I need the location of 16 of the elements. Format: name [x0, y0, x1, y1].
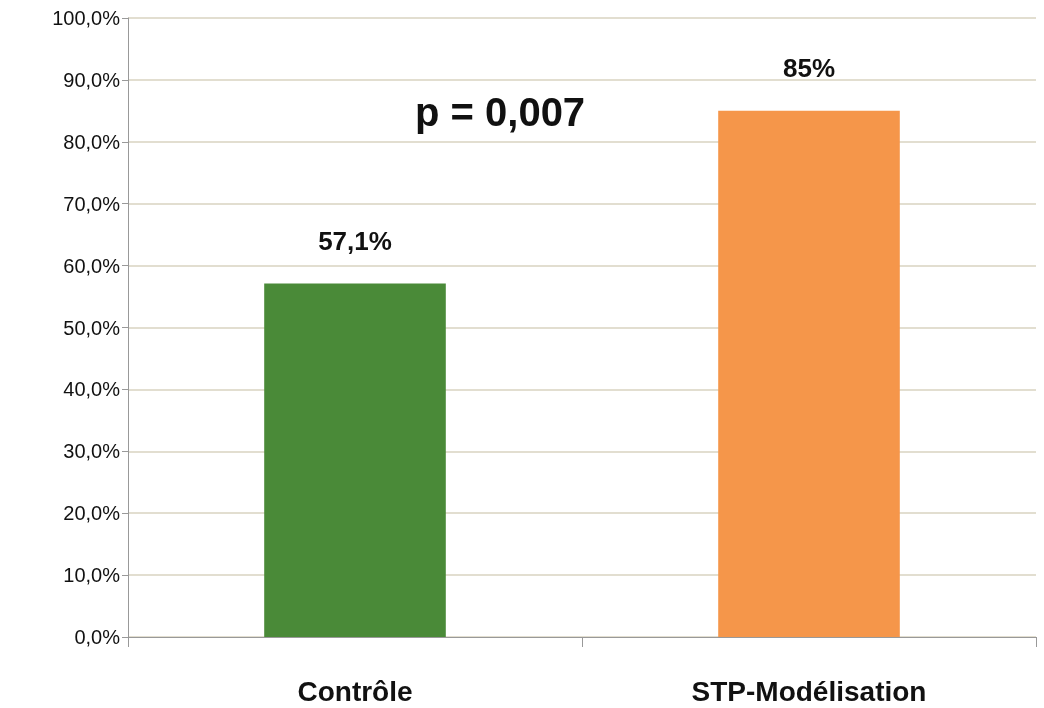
annotation: p = 0,007: [415, 90, 586, 134]
y-tick-label: 70,0%: [63, 192, 121, 215]
x-tick-label: STP-Modélisation: [691, 675, 927, 707]
data-label: 85%: [782, 52, 836, 83]
y-tick-label: 50,0%: [63, 316, 121, 339]
y-tick-label: 100,0%: [52, 7, 121, 29]
y-tick-label: 60,0%: [63, 254, 121, 277]
y-tick-label: 20,0%: [63, 502, 121, 525]
y-tick-label: 90,0%: [63, 68, 121, 91]
data-label: 57,1%: [318, 225, 392, 256]
y-tick-label: 10,0%: [63, 564, 121, 587]
y-tick-label: 40,0%: [63, 378, 121, 401]
y-tick-label: 0,0%: [74, 626, 121, 648]
y-tick-label: 30,0%: [63, 440, 121, 463]
y-tick-label: 80,0%: [63, 130, 121, 153]
x-tick-label: Contrôle: [297, 675, 413, 707]
